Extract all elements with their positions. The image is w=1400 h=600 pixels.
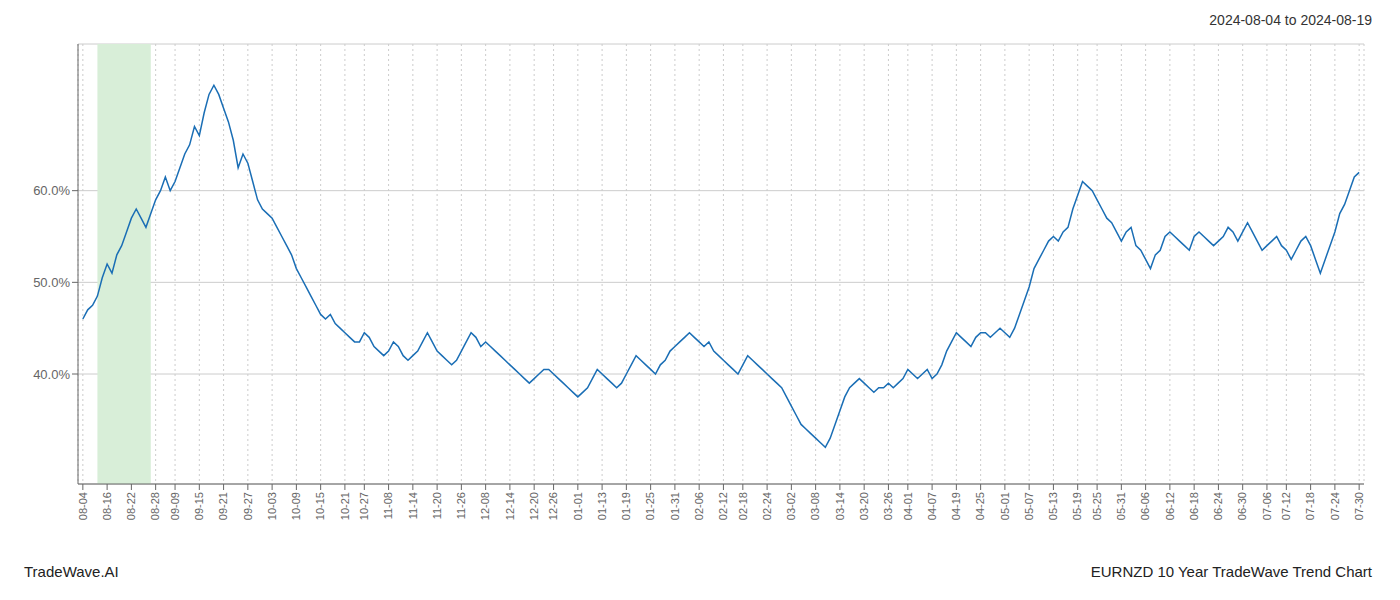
html-text:2024-08-04 to 2024-08-19: 2024-08-04 to 2024-08-19	[1209, 12, 1372, 28]
svg-text:07-30: 07-30	[1353, 492, 1365, 520]
svg-text:02-24: 02-24	[761, 492, 773, 520]
svg-text:02-18: 02-18	[737, 492, 749, 520]
svg-text:05-13: 05-13	[1047, 492, 1059, 520]
svg-text:05-19: 05-19	[1071, 492, 1083, 520]
svg-text:07-06: 07-06	[1261, 492, 1273, 520]
svg-text:11-08: 11-08	[382, 492, 394, 519]
svg-text:12-08: 12-08	[479, 492, 491, 520]
svg-text:01-19: 01-19	[620, 492, 632, 520]
svg-text:07-18: 07-18	[1304, 492, 1316, 520]
svg-text:06-18: 06-18	[1188, 492, 1200, 520]
svg-text:09-09: 09-09	[169, 492, 181, 520]
html-text:EURNZD 10 Year TradeWave Trend: EURNZD 10 Year TradeWave Trend Chart	[1090, 563, 1372, 580]
svg-text:05-07: 05-07	[1023, 492, 1035, 520]
svg-text:07-24: 07-24	[1329, 492, 1341, 520]
svg-text:12-26: 12-26	[547, 492, 559, 520]
svg-text:06-12: 06-12	[1164, 492, 1176, 520]
svg-text:01-31: 01-31	[669, 492, 681, 520]
svg-text:02-06: 02-06	[693, 492, 705, 520]
svg-text:05-25: 05-25	[1091, 492, 1103, 520]
svg-text:12-20: 12-20	[528, 492, 540, 520]
svg-text:08-16: 08-16	[101, 492, 113, 520]
svg-text:08-04: 08-04	[77, 492, 89, 520]
svg-text:09-21: 09-21	[217, 492, 229, 520]
svg-text:40.0%: 40.0%	[33, 367, 70, 382]
svg-text:12-14: 12-14	[504, 492, 516, 520]
svg-text:03-26: 03-26	[882, 492, 894, 520]
svg-text:11-20: 11-20	[431, 492, 443, 519]
svg-text:09-27: 09-27	[242, 492, 254, 520]
svg-text:06-06: 06-06	[1139, 492, 1151, 520]
svg-text:03-08: 03-08	[809, 492, 821, 520]
svg-text:01-13: 01-13	[596, 492, 608, 520]
svg-text:05-31: 05-31	[1115, 492, 1127, 520]
svg-text:03-20: 03-20	[858, 492, 870, 520]
svg-text:04-19: 04-19	[950, 492, 962, 520]
svg-text:06-24: 06-24	[1212, 492, 1224, 520]
svg-text:03-02: 03-02	[785, 492, 797, 520]
svg-text:60.0%: 60.0%	[33, 183, 70, 198]
svg-text:10-21: 10-21	[339, 492, 351, 520]
svg-text:10-03: 10-03	[266, 492, 278, 520]
svg-text:10-27: 10-27	[358, 492, 370, 520]
svg-text:06-30: 06-30	[1236, 492, 1248, 520]
svg-text:05-01: 05-01	[999, 492, 1011, 520]
svg-text:08-28: 08-28	[149, 492, 161, 520]
svg-text:04-01: 04-01	[902, 492, 914, 520]
svg-text:08-22: 08-22	[125, 492, 137, 520]
svg-text:07-12: 07-12	[1280, 492, 1292, 520]
svg-text:04-25: 04-25	[974, 492, 986, 520]
svg-text:50.0%: 50.0%	[33, 275, 70, 290]
svg-text:02-12: 02-12	[717, 492, 729, 520]
svg-text:10-15: 10-15	[314, 492, 326, 520]
svg-text:04-07: 04-07	[926, 492, 938, 520]
svg-text:11-26: 11-26	[455, 492, 467, 519]
svg-text:11-14: 11-14	[407, 492, 419, 519]
svg-text:10-09: 10-09	[290, 492, 302, 520]
svg-text:01-25: 01-25	[644, 492, 656, 520]
svg-text:01-01: 01-01	[572, 492, 584, 520]
html-text:TradeWave.AI: TradeWave.AI	[24, 563, 119, 580]
svg-text:03-14: 03-14	[834, 492, 846, 520]
svg-text:09-15: 09-15	[193, 492, 205, 520]
